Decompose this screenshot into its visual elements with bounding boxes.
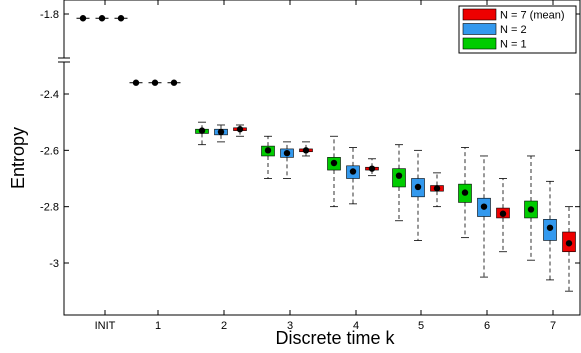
x-tick-label: 5	[418, 320, 424, 332]
x-tick-label: 4	[353, 320, 359, 332]
mean-marker	[433, 185, 441, 192]
box-n-7-mean--init	[114, 15, 128, 22]
y-tick-label: -2.8	[40, 202, 59, 214]
mean-marker	[480, 203, 488, 210]
mean-marker	[395, 172, 403, 179]
x-tick-label: 3	[287, 320, 293, 332]
legend-swatch	[462, 37, 497, 50]
mean-marker	[170, 79, 178, 86]
box-n-7-mean--6	[496, 178, 510, 253]
mean-marker	[565, 240, 573, 247]
box-n-7-mean--5	[430, 172, 444, 208]
y-axis-ticks: -1.8 -2.4 -2.6 -2.8 -3	[40, 9, 580, 270]
box-n-2-2	[214, 124, 228, 143]
box-n-2-7	[543, 180, 557, 281]
legend-swatch	[462, 23, 497, 35]
mean-marker	[461, 189, 469, 196]
x-axis-label: Discrete time k	[275, 328, 395, 348]
mean-marker	[499, 210, 507, 217]
y-tick-label: -1.8	[40, 9, 59, 21]
box-n-1-1	[129, 79, 143, 86]
x-axis-ticks: INIT 1 2 3 4 5 6 7	[95, 0, 556, 332]
legend-swatch	[462, 8, 497, 21]
box-n-7-mean--7	[562, 206, 576, 292]
legend-entry-label: N = 7 (mean)	[500, 10, 565, 22]
box-n-1-3	[261, 135, 275, 179]
x-tick-label: INIT	[95, 320, 116, 332]
mean-marker	[302, 147, 310, 154]
y-axis-label: Entropy	[8, 127, 28, 189]
box-n-2-3	[280, 141, 294, 179]
box-n-2-5	[411, 149, 425, 241]
box-n-1-init	[76, 15, 90, 22]
axis-break-gap	[58, 58, 70, 62]
mean-marker	[283, 149, 291, 157]
x-tick-label: 2	[221, 320, 227, 332]
plot-frame	[63, 0, 581, 316]
box-n-2-init	[95, 15, 109, 22]
box-n-1-4	[327, 135, 341, 208]
box-n-1-7	[524, 155, 538, 261]
box-n-7-mean--4	[365, 158, 379, 177]
box-n-1-2	[195, 121, 209, 146]
mean-marker	[151, 79, 159, 86]
box-plots	[76, 15, 576, 292]
box-n-7-mean--2	[233, 124, 247, 137]
mean-marker	[264, 147, 272, 154]
mean-marker	[546, 224, 554, 231]
mean-marker	[330, 159, 338, 167]
mean-marker	[236, 126, 244, 133]
mean-marker	[79, 15, 87, 22]
x-tick-label: 6	[484, 320, 490, 332]
legend-entry-label: N = 2	[500, 24, 527, 36]
legend-entry-label: N = 1	[500, 39, 527, 51]
box-n-1-6	[458, 147, 472, 239]
mean-marker	[117, 15, 125, 22]
x-tick-label: 7	[550, 320, 556, 332]
y-tick-label: -3	[49, 258, 59, 270]
legend: N = 7 (mean) N = 2 N = 1	[458, 5, 577, 54]
box-n-2-1	[148, 79, 162, 86]
mean-marker	[368, 165, 376, 172]
mean-marker	[349, 168, 357, 175]
x-tick-label: 1	[155, 320, 161, 332]
y-tick-label: -2.6	[40, 145, 59, 157]
box-n-7-mean--1	[167, 79, 181, 86]
mean-marker	[132, 79, 140, 86]
mean-marker	[217, 128, 225, 136]
box-n-7-mean--3	[299, 141, 313, 157]
mean-marker	[414, 183, 422, 191]
y-tick-label: -2.4	[40, 89, 59, 101]
box-n-2-4	[346, 147, 360, 205]
mean-marker	[98, 15, 106, 22]
legend-items: N = 7 (mean) N = 2 N = 1	[462, 8, 565, 51]
box-n-1-5	[392, 144, 406, 222]
mean-marker	[527, 206, 535, 213]
axis-break	[58, 57, 70, 63]
box-n-2-6	[477, 155, 491, 278]
mean-marker	[198, 127, 206, 134]
